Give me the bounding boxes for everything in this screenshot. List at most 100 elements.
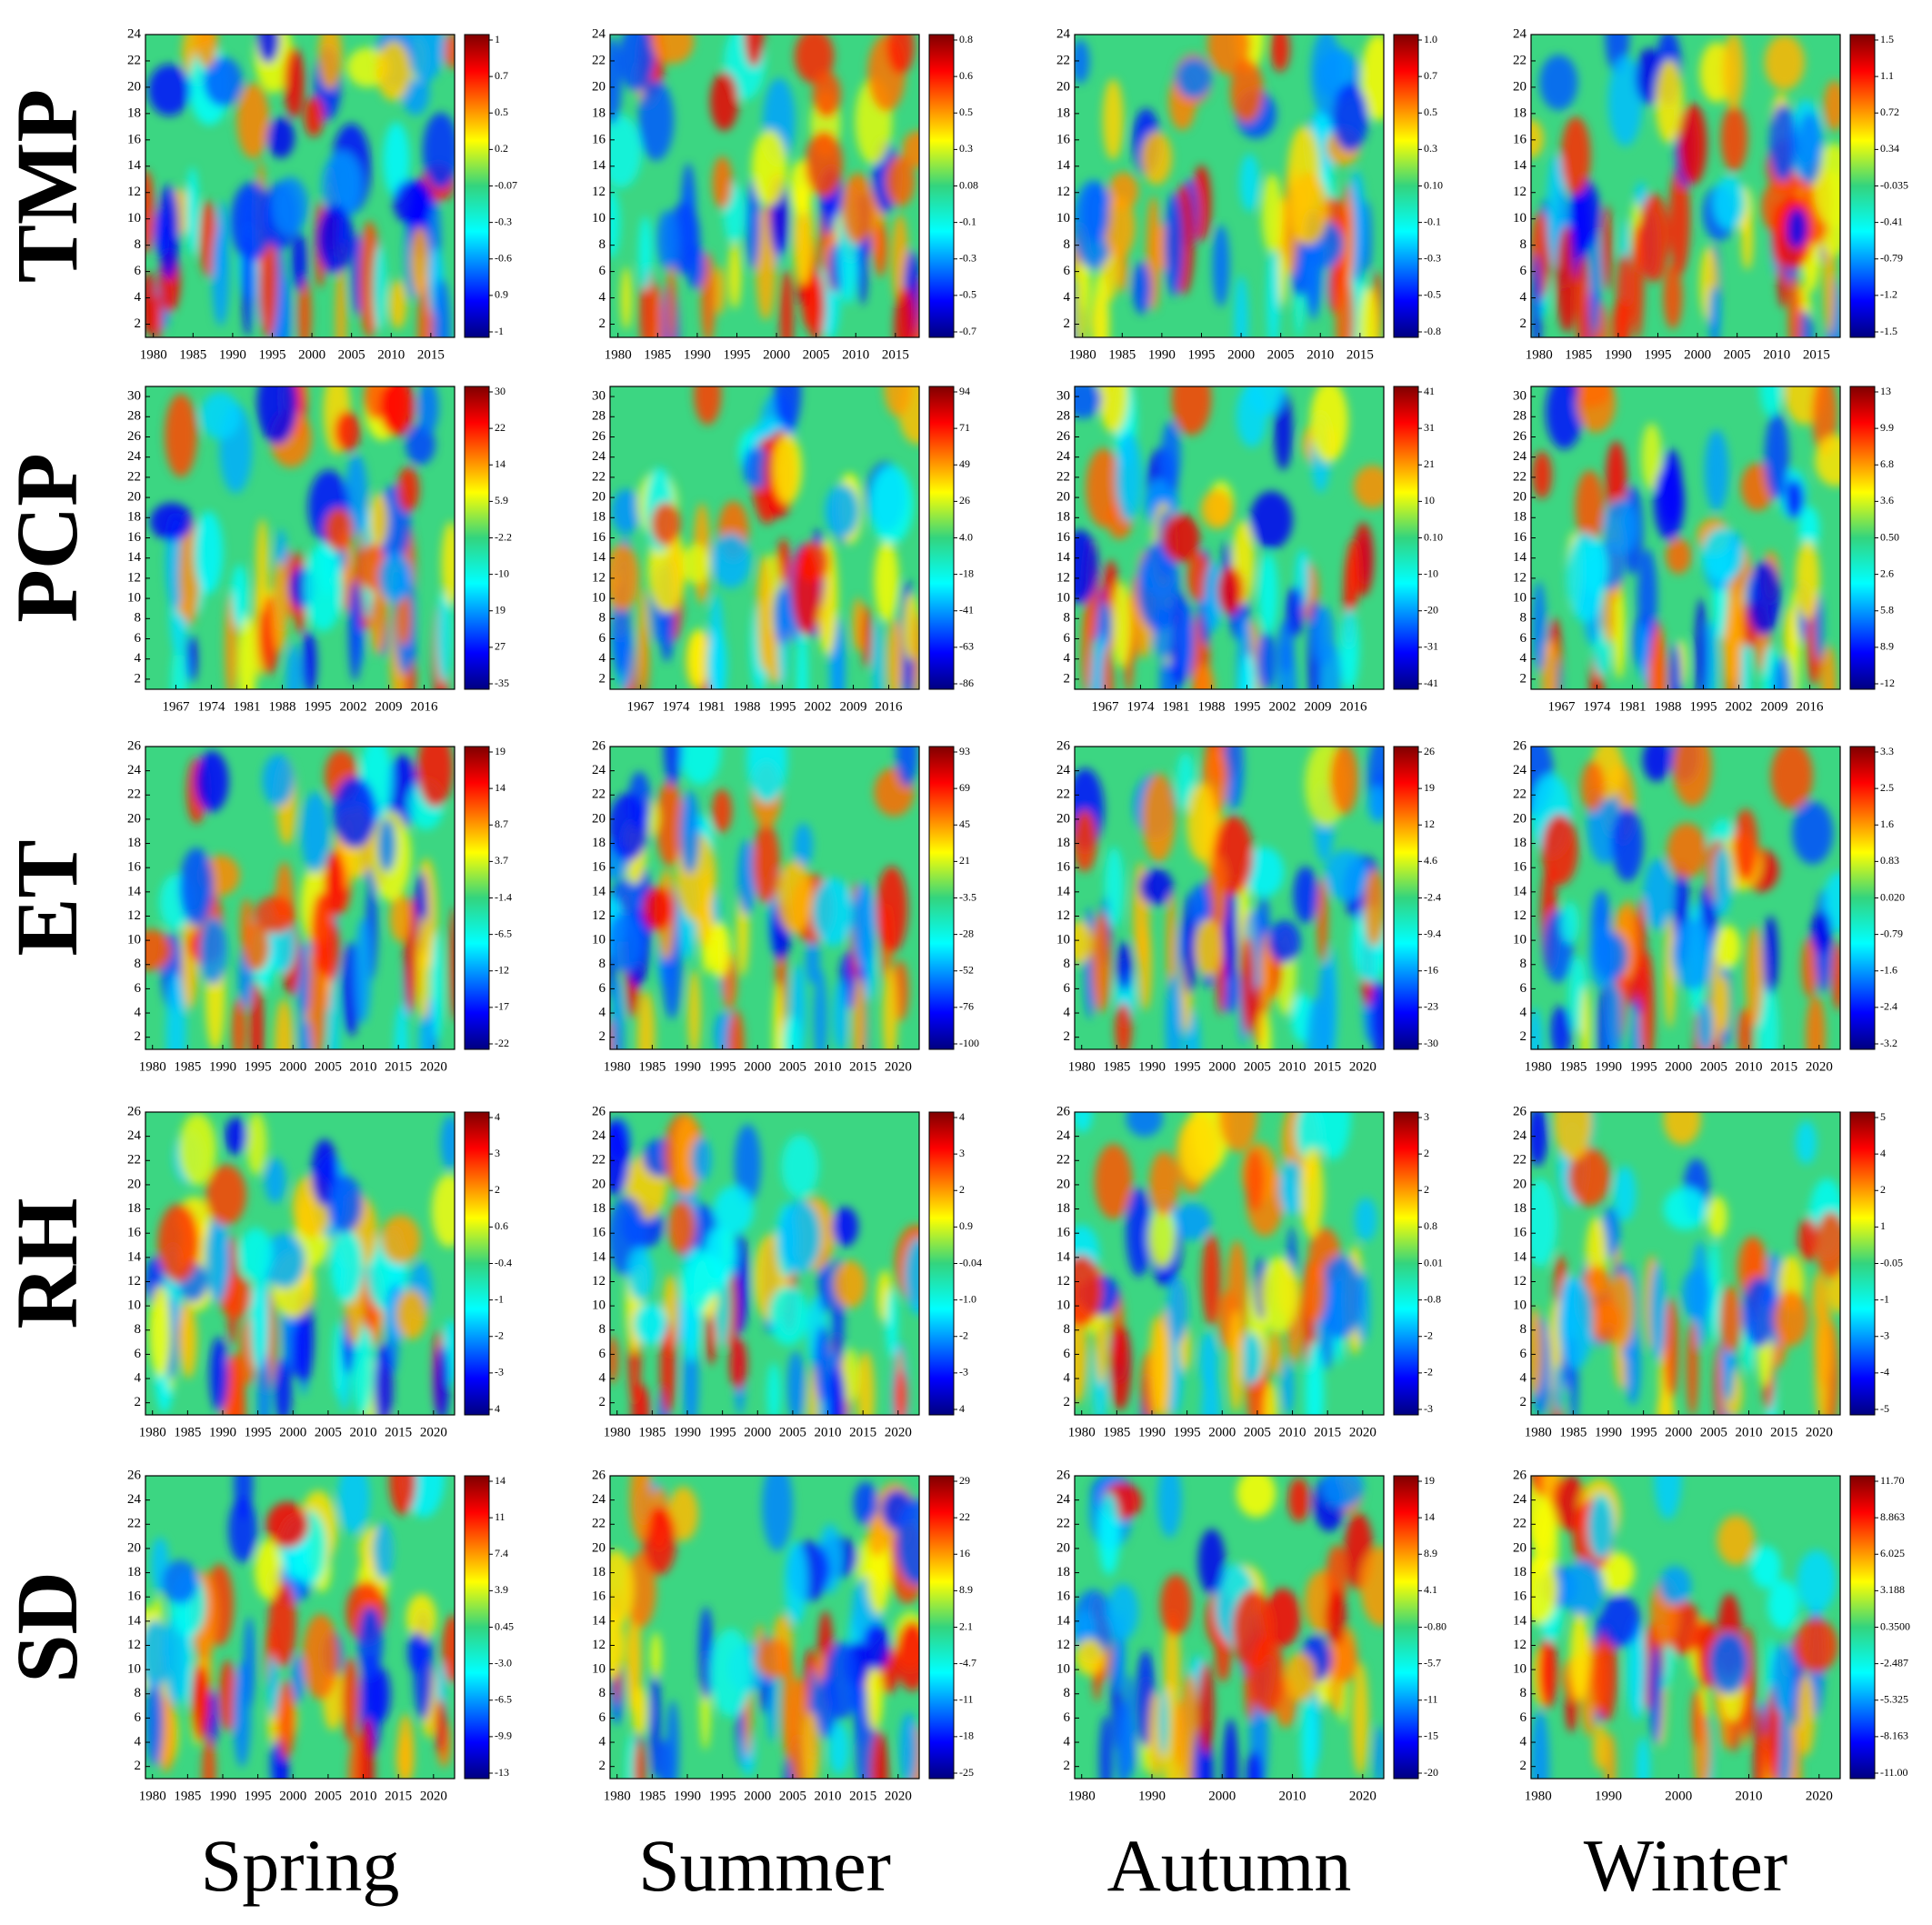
y-tick-label: 4 xyxy=(1064,1370,1071,1385)
y-tick-label: 18 xyxy=(1513,1201,1527,1216)
contour-blob xyxy=(243,1616,255,1709)
contour-blob xyxy=(435,1698,446,1755)
contour-blob xyxy=(1806,995,1826,1049)
contour-blob xyxy=(705,1226,737,1285)
colorbar-tick-label: 0.3 xyxy=(1424,142,1437,155)
contour-blob xyxy=(195,35,218,68)
y-tick-label: 16 xyxy=(1513,132,1527,146)
y-tick-label: 20 xyxy=(592,1540,606,1555)
plot-frame xyxy=(145,1111,455,1416)
x-tick-label: 2010 xyxy=(1279,1059,1306,1074)
y-tick-label: 24 xyxy=(1513,1492,1527,1507)
colorbar-tick-label: 4 xyxy=(495,1402,500,1415)
y-tick-label: 2 xyxy=(1520,1759,1527,1773)
colorbar-tick-label: -1.2 xyxy=(1880,288,1897,301)
contour-blob xyxy=(873,222,888,277)
contour-blob xyxy=(1768,105,1797,182)
y-tick-label: 6 xyxy=(1520,264,1527,278)
x-tick-label: 2000 xyxy=(744,1789,771,1803)
colorbar-tick-label: -86 xyxy=(959,677,974,689)
x-tick-label: 2000 xyxy=(744,1425,771,1439)
contour-blob xyxy=(824,1641,860,1719)
y-tick-label: 14 xyxy=(592,1613,606,1628)
contour-blob xyxy=(1142,773,1176,863)
contour-blob xyxy=(1193,664,1215,689)
x-tick-label: 1990 xyxy=(674,1425,701,1439)
y-tick-label: 22 xyxy=(1056,53,1070,67)
contour-blob xyxy=(1719,1286,1742,1353)
contour-blob xyxy=(1792,801,1834,865)
y-tick-label: 4 xyxy=(1064,1734,1071,1749)
contour-blob xyxy=(284,46,305,118)
contour-blob xyxy=(841,173,875,245)
contour-blob xyxy=(1714,925,1741,969)
contour-blob xyxy=(1553,1112,1593,1161)
contour-blob xyxy=(709,1629,753,1718)
x-tick-label: 1990 xyxy=(1605,347,1632,362)
colorbar xyxy=(1849,34,1876,338)
y-tick-label: 16 xyxy=(127,132,142,146)
contour-blob xyxy=(1075,920,1093,965)
contour-blob xyxy=(380,1215,421,1265)
contour-blob xyxy=(1670,642,1682,689)
colorbar-tick-label: -2.4 xyxy=(1880,1000,1897,1013)
colorbar-tick-label: -16 xyxy=(1424,964,1438,977)
y-tick-label: 10 xyxy=(592,591,606,606)
contour-blob xyxy=(375,40,411,101)
contour-blob xyxy=(663,747,683,787)
y-tick-label: 22 xyxy=(127,1517,141,1531)
x-tick-label: 2010 xyxy=(1279,1425,1306,1439)
y-tick-label: 24 xyxy=(127,26,142,41)
contour-blob xyxy=(1592,1642,1607,1713)
contour-blob xyxy=(1287,1478,1310,1522)
contour-blob xyxy=(389,1476,416,1516)
y-tick-label: 10 xyxy=(127,1662,141,1677)
y-tick-label: 16 xyxy=(1513,1589,1527,1604)
contour-blob xyxy=(633,1739,646,1779)
contour-blob xyxy=(637,587,648,689)
y-tick-label: 8 xyxy=(135,611,142,626)
colorbar-tick-label: -0.8 xyxy=(1424,1292,1441,1305)
contour-blob xyxy=(1223,1718,1239,1779)
y-tick-label: 10 xyxy=(1513,211,1527,226)
x-tick-label: 1995 xyxy=(1174,1425,1201,1439)
y-tick-label: 20 xyxy=(1056,1540,1070,1555)
contour-blob xyxy=(1592,627,1611,677)
contour-blob xyxy=(656,210,679,270)
y-tick-label: 6 xyxy=(1520,631,1527,646)
contour-blob xyxy=(337,1476,370,1534)
contour-blob xyxy=(1540,640,1558,689)
contour-blob xyxy=(1236,1476,1276,1518)
colorbar-tick-label: 14 xyxy=(495,781,506,794)
x-tick-label: 1980 xyxy=(1068,1425,1096,1439)
contour-field xyxy=(145,1476,455,1779)
x-tick-label: 2010 xyxy=(350,1059,377,1074)
y-tick-label: 8 xyxy=(599,1322,606,1337)
y-tick-label: 6 xyxy=(599,264,606,278)
contour-blob xyxy=(1195,918,1222,977)
contour-blob xyxy=(1757,981,1779,1049)
colorbar-tick-label: -0.79 xyxy=(1880,927,1903,939)
blobs xyxy=(1075,35,1384,337)
blobs xyxy=(610,747,918,1049)
contour-blob xyxy=(610,793,649,861)
contour-blob xyxy=(266,1654,279,1719)
contour-blob xyxy=(1742,1277,1777,1348)
contour-blob xyxy=(813,968,827,1049)
colorbar-tick-label: -3.2 xyxy=(1880,1037,1897,1049)
contour-blob xyxy=(397,1714,415,1779)
y-tick-label: 10 xyxy=(1513,591,1527,606)
colorbar-tick-label: 2 xyxy=(1424,1147,1429,1159)
x-tick-label: 2016 xyxy=(411,699,439,714)
y-tick-label: 2 xyxy=(1520,671,1527,686)
contour-blob xyxy=(218,1659,236,1732)
colorbar-tick-label: 27 xyxy=(495,640,506,653)
contour-blob xyxy=(1590,890,1610,964)
contour-blob xyxy=(1710,947,1722,1042)
contour-blob xyxy=(746,178,761,270)
contour-blob xyxy=(679,747,721,786)
colorbar xyxy=(1393,1111,1419,1416)
y-tick-label: 18 xyxy=(592,510,606,525)
contour-blob xyxy=(324,507,354,552)
y-tick-label: 2 xyxy=(1064,671,1071,686)
